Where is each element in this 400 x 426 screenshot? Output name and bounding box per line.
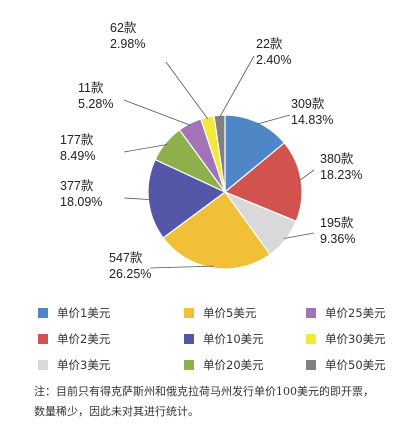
pie-slice [223,142,303,223]
slice-percent-label: 18.09% [60,195,102,209]
slice-percent-label: 2.98% [110,37,145,51]
slice-percent-label: 8.49% [60,149,95,163]
legend-item: 单价2美元 [38,330,110,348]
legend-item: 单价30美元 [306,330,386,348]
pie-slice [162,191,271,270]
legend-label: 单价20美元 [203,358,264,372]
pie-slice [213,114,226,193]
legend-swatch [38,308,48,318]
legend-label: 单价10美元 [203,332,264,346]
legend-item: 单价20美元 [184,356,264,374]
slice-count-label: 11款 [78,81,104,95]
leader-line [123,144,168,153]
legend-swatch [38,334,48,344]
leader-line [256,114,291,125]
slice-count-label: 377款 [60,179,94,193]
slice-percent-label: 14.83% [291,113,333,127]
legend: 单价1美元 单价5美元 单价25美元单价2美元 单价10美元 单价30美元单价3美元 单价… [38,304,400,380]
legend-item: 单价1美元 [38,304,110,322]
leader-line [123,197,151,201]
legend-swatch [306,308,316,318]
leader-line [283,232,315,239]
legend-item: 单价3美元 [38,356,110,374]
slice-percent-label: 5.28% [78,97,113,111]
slice-percent-label: 2.40% [256,53,291,67]
slice-count-label: 195款 [320,216,354,230]
legend-swatch [184,334,194,344]
leader-line [149,265,214,269]
legend-item: 单价10美元 [184,330,264,348]
legend-label: 单价25美元 [325,306,386,320]
legend-label: 单价30美元 [325,332,386,346]
legend-label: 单价2美元 [57,332,111,346]
pie-chart: 309款 14.83% 380款 18.23% 195款 9.36% 547款 26.25% 3… [60,21,362,281]
legend-item: 单价25美元 [306,304,386,322]
slice-count-label: 309款 [291,97,325,111]
slice-percent-label: 26.25% [109,267,151,281]
leader-line [165,61,209,120]
legend-label: 单价3美元 [57,358,111,372]
leader-line [123,99,191,126]
legend-swatch [38,360,48,370]
legend-item: 单价5美元 [184,304,256,322]
slice-count-label: 62款 [110,21,137,35]
legend-swatch [184,360,194,370]
legend-swatch [306,334,316,344]
legend-item: 单价50美元 [306,356,386,374]
slice-count-label: 380款 [320,152,354,166]
slice-count-label: 547款 [109,251,143,265]
pie-slice [224,114,286,194]
footnote: 注：目前只有得克萨斯州和俄克拉荷马州发行单价100美元的即开票，数量稀少，因此未… [34,385,374,418]
legend-swatch [184,308,194,318]
slice-count-label: 177款 [60,133,94,147]
legend-label: 单价1美元 [57,306,111,320]
slice-count-label: 22款 [256,37,283,51]
slice-percent-label: 18.23% [320,168,362,182]
legend-label: 单价5美元 [203,306,257,320]
leader-line [298,169,315,182]
leader-line [219,55,255,118]
legend-swatch [306,360,316,370]
legend-label: 单价50美元 [325,358,386,372]
slice-percent-label: 9.36% [320,232,355,246]
